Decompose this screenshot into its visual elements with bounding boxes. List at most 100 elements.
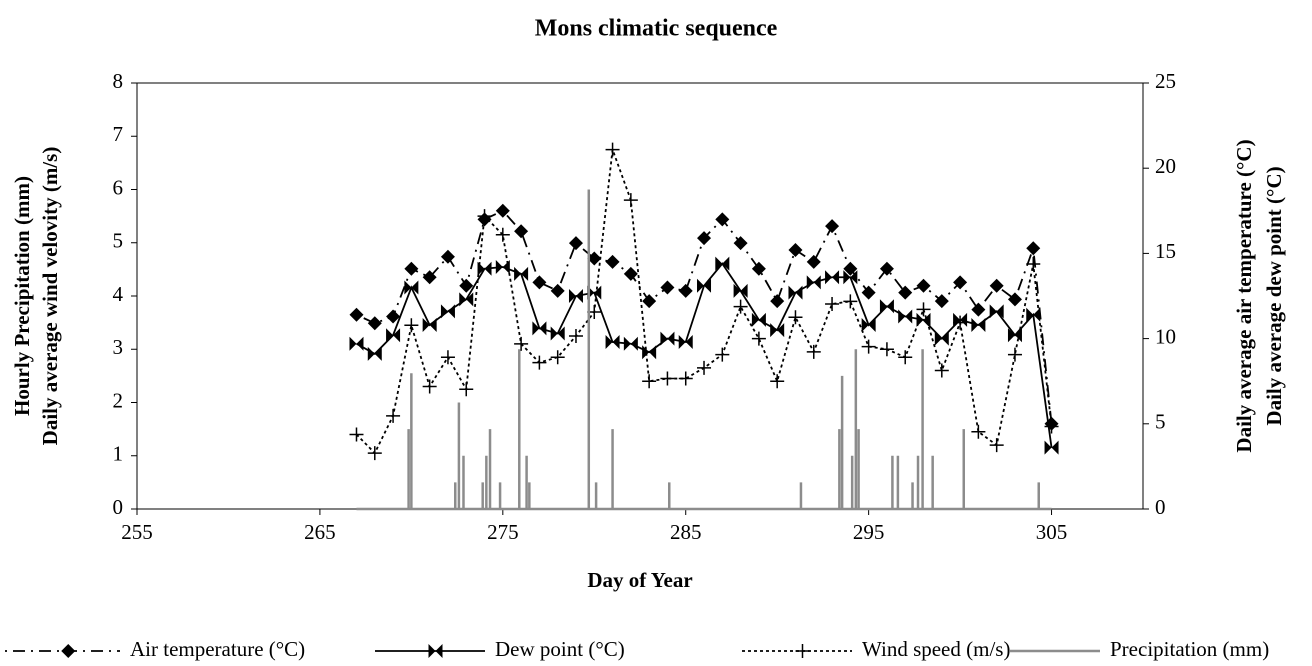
marker <box>806 275 821 290</box>
marker <box>733 299 748 314</box>
marker <box>825 219 840 234</box>
marker <box>861 285 876 300</box>
marker <box>550 350 565 365</box>
marker <box>440 249 455 264</box>
x-axis-label: Day of Year <box>587 568 692 592</box>
marker <box>953 315 968 330</box>
marker <box>440 350 455 365</box>
y-axis-label: Hourly Precipitation (mm) <box>10 176 34 416</box>
marker <box>879 342 894 357</box>
marker <box>953 275 968 290</box>
legend-label: Dew point (°C) <box>495 637 625 661</box>
marker <box>934 294 949 309</box>
marker <box>697 231 712 246</box>
marker <box>1026 257 1041 272</box>
marker <box>1044 419 1059 434</box>
marker <box>843 294 858 309</box>
marker <box>843 261 858 276</box>
x-tick-label: 275 <box>487 520 519 544</box>
marker <box>971 424 986 439</box>
marker <box>788 242 803 257</box>
marker <box>428 644 443 658</box>
marker <box>678 335 693 350</box>
marker <box>825 296 840 311</box>
marker <box>386 408 401 423</box>
y-tick-label: 6 <box>113 175 124 199</box>
marker <box>898 350 913 365</box>
marker <box>770 323 785 338</box>
x-tick-label: 285 <box>670 520 702 544</box>
marker <box>678 283 693 298</box>
marker <box>934 363 949 378</box>
marker <box>642 345 657 360</box>
marker <box>367 346 382 361</box>
marker <box>532 355 547 370</box>
marker <box>843 270 858 285</box>
marker <box>825 270 840 285</box>
marker <box>642 294 657 309</box>
marker <box>404 280 419 295</box>
legend-label: Air temperature (°C) <box>130 637 305 661</box>
marker <box>806 344 821 359</box>
marker <box>422 379 437 394</box>
marker <box>715 256 730 271</box>
marker <box>550 326 565 341</box>
marker <box>459 382 474 397</box>
marker <box>605 335 620 350</box>
marker <box>386 309 401 324</box>
marker <box>697 278 712 293</box>
marker <box>715 347 730 362</box>
y2-tick-label: 25 <box>1155 69 1176 93</box>
marker <box>733 283 748 298</box>
y-tick-label: 8 <box>113 69 124 93</box>
marker <box>660 371 675 386</box>
marker <box>514 266 529 281</box>
marker <box>861 339 876 354</box>
marker <box>715 212 730 227</box>
y2-tick-label: 15 <box>1155 239 1176 263</box>
marker <box>605 254 620 269</box>
marker <box>623 266 638 281</box>
marker <box>477 209 492 224</box>
legend-label: Wind speed (m/s) <box>862 637 1010 661</box>
marker <box>660 331 675 346</box>
marker <box>623 336 638 351</box>
x-tick-label: 255 <box>121 520 153 544</box>
marker <box>459 278 474 293</box>
y-tick-label: 2 <box>113 388 124 412</box>
marker <box>1044 440 1059 455</box>
y-axis-label: Daily average wind velovity (m/s) <box>38 147 62 446</box>
y2-tick-label: 10 <box>1155 324 1176 348</box>
marker <box>349 336 364 351</box>
marker <box>495 227 510 242</box>
marker <box>678 371 693 386</box>
marker <box>587 251 602 266</box>
marker <box>971 302 986 317</box>
marker <box>989 278 1004 293</box>
marker <box>550 283 565 298</box>
y-tick-label: 3 <box>113 335 124 359</box>
marker <box>404 261 419 276</box>
marker <box>514 224 529 239</box>
x-tick-label: 295 <box>853 520 885 544</box>
marker <box>495 260 510 275</box>
marker <box>495 203 510 218</box>
marker <box>459 292 474 307</box>
legend-label: Precipitation (mm) <box>1110 637 1269 661</box>
marker <box>1007 292 1022 307</box>
marker <box>898 285 913 300</box>
marker <box>934 331 949 346</box>
y2-tick-label: 5 <box>1155 410 1166 434</box>
marker <box>367 316 382 331</box>
marker <box>788 310 803 325</box>
marker <box>898 309 913 324</box>
marker <box>349 427 364 442</box>
marker <box>751 261 766 276</box>
marker <box>733 236 748 251</box>
marker <box>879 299 894 314</box>
y-tick-label: 4 <box>113 282 124 306</box>
marker <box>916 302 931 317</box>
marker <box>788 285 803 300</box>
marker <box>514 336 529 351</box>
marker <box>770 374 785 389</box>
